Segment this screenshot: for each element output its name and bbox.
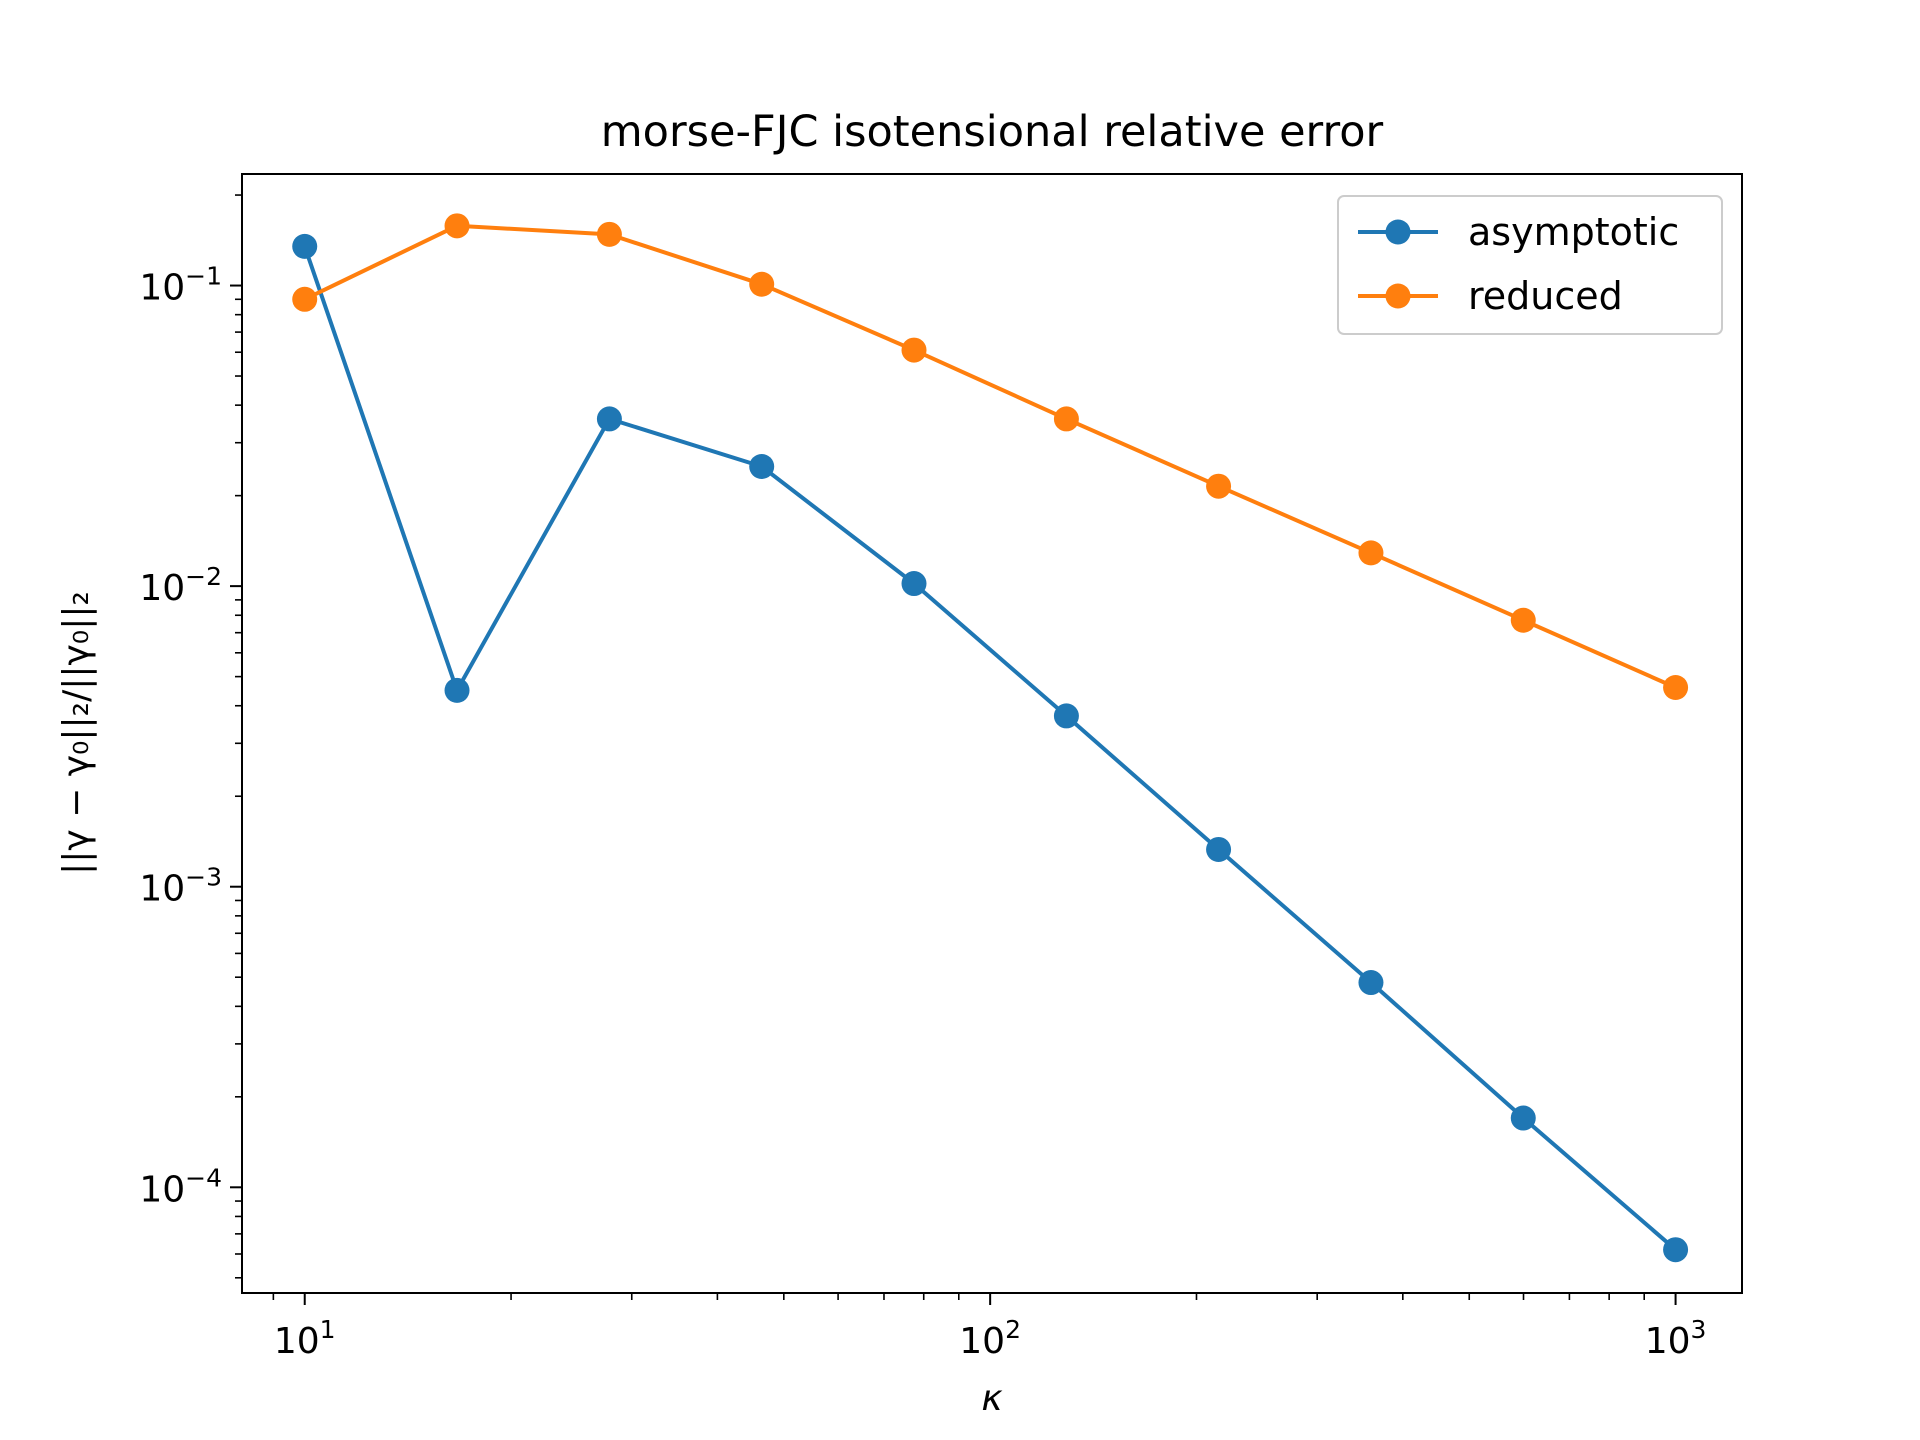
- legend: asymptotic reduced: [1337, 195, 1723, 335]
- y-tick-label: 10−3: [139, 863, 222, 910]
- legend-label-asymptotic: asymptotic: [1468, 210, 1679, 254]
- data-point-asymptotic: [1510, 1105, 1536, 1131]
- x-tick-label: 103: [1645, 1315, 1707, 1362]
- data-point-reduced: [901, 337, 927, 363]
- x-axis: 101 102 103: [272, 1293, 1707, 1362]
- data-point-asymptotic: [901, 571, 927, 597]
- x-axis-label: κ: [981, 1378, 1003, 1419]
- y-tick-label: 10−1: [139, 262, 222, 309]
- x-tick-label: 102: [959, 1315, 1021, 1362]
- data-point-reduced: [1358, 540, 1384, 566]
- data-point-asymptotic: [1358, 970, 1384, 996]
- legend-marker-asymptotic: [1385, 219, 1411, 245]
- legend-marker-reduced: [1385, 283, 1411, 309]
- y-axis: 10−1 10−2 10−3 10−4: [139, 194, 242, 1279]
- data-point-asymptotic: [749, 454, 775, 480]
- data-point-asymptotic: [1206, 836, 1232, 862]
- data-point-reduced: [596, 221, 622, 247]
- series-line-reduced: [303, 223, 1677, 690]
- data-point-asymptotic: [444, 677, 470, 703]
- y-tick-label: 10−4: [139, 1163, 222, 1210]
- axes-frame: [241, 173, 1743, 1294]
- data-point-reduced: [444, 213, 470, 239]
- data-point-reduced: [1206, 473, 1232, 499]
- plot-area: [292, 213, 1689, 1263]
- data-point-asymptotic: [1053, 703, 1079, 729]
- y-axis-label: ||γ − γ₀||₂/||γ₀||₂: [56, 591, 97, 875]
- legend-label-reduced: reduced: [1468, 274, 1623, 318]
- data-point-asymptotic: [596, 406, 622, 432]
- data-point-reduced: [1053, 406, 1079, 432]
- chart-title: morse-FJC isotensional relative error: [601, 107, 1384, 157]
- series-line-asymptotic: [302, 245, 1677, 1252]
- data-point-reduced: [292, 286, 318, 312]
- data-point-asymptotic: [1663, 1237, 1689, 1263]
- legend-items: asymptotic reduced: [1358, 210, 1679, 318]
- y-tick-label: 10−2: [139, 562, 222, 609]
- data-point-reduced: [1663, 674, 1689, 700]
- data-point-reduced: [1510, 607, 1536, 633]
- x-tick-label: 101: [274, 1315, 336, 1362]
- data-point-reduced: [749, 271, 775, 297]
- data-point-asymptotic: [292, 233, 318, 259]
